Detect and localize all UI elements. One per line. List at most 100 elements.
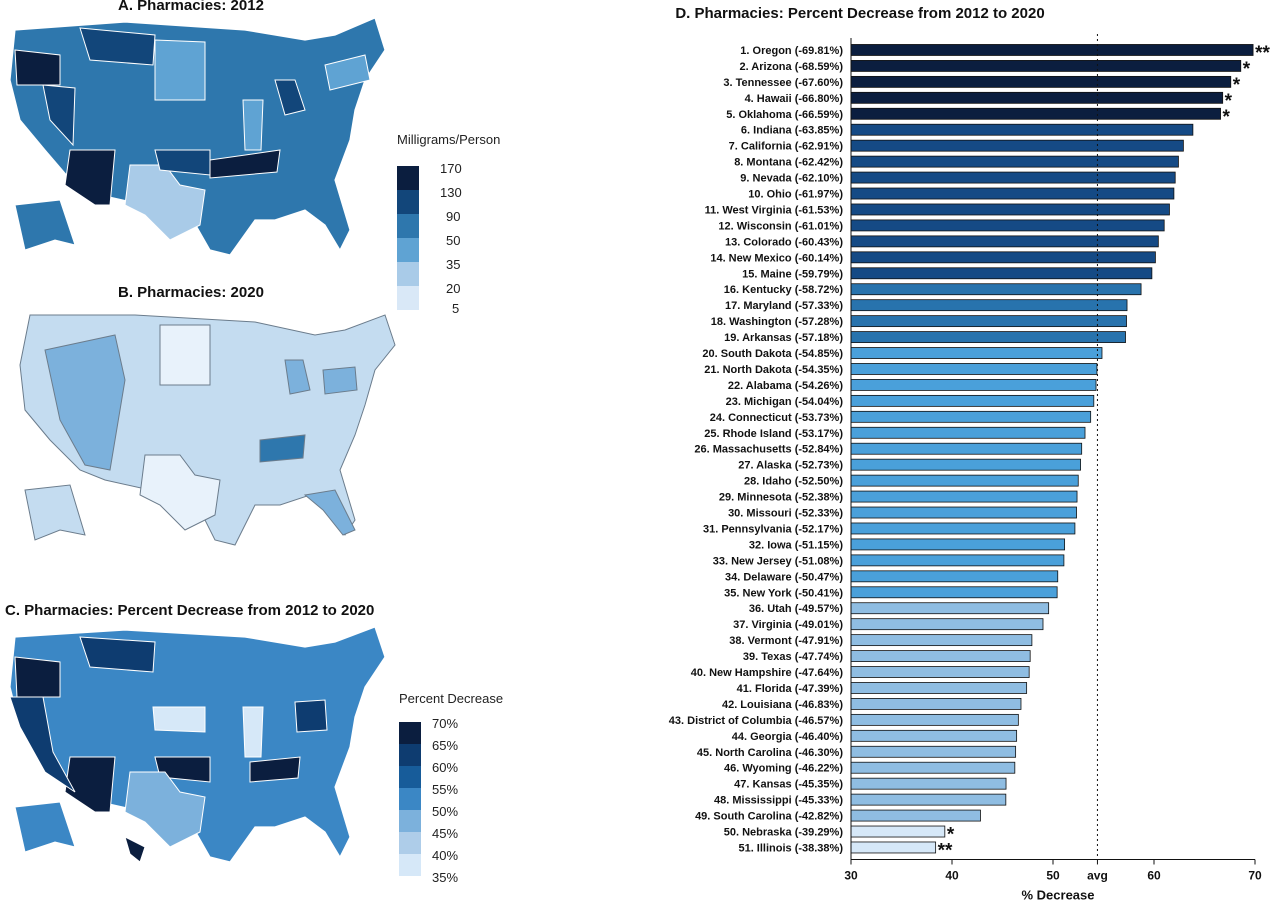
- legend-c-swatch-5: [399, 810, 421, 832]
- legend-c-tick: 60%: [432, 760, 459, 775]
- alaska-decrease: [14, 801, 76, 853]
- category-label: 39. Texas (-47.74%): [743, 651, 843, 663]
- northern-plains-2012: [154, 39, 206, 101]
- category-label: 31. Pennsylvania (-52.17%): [703, 523, 843, 535]
- x-tick-label: 70: [1248, 868, 1262, 882]
- chart-title: D. Pharmacies: Percent Decrease from 201…: [675, 5, 1044, 22]
- bar: [850, 394, 1095, 407]
- legend-c-swatch-2: [399, 744, 421, 766]
- category-label: 10. Ohio (-61.97%): [748, 189, 843, 201]
- bar: [850, 44, 1254, 56]
- oklahoma-2012: [154, 149, 211, 176]
- nevada-2012: [42, 84, 76, 147]
- florida-2020: [303, 489, 356, 536]
- category-label: 17. Maryland (-57.33%): [725, 300, 843, 312]
- texas-decrease: [124, 771, 206, 848]
- dakotas-2020: [159, 324, 211, 386]
- x-tick-label: 40: [945, 868, 959, 882]
- map-2020: [19, 314, 396, 546]
- bar: [850, 793, 1007, 806]
- bar: [850, 554, 1065, 567]
- legend-c-tick: 65%: [432, 738, 459, 753]
- legend-a-tick: 170: [440, 161, 462, 176]
- bar: [850, 139, 1184, 152]
- category-label: 37. Virginia (-49.01%): [733, 619, 843, 631]
- bar: [850, 666, 1030, 678]
- category-label: 33. New Jersey (-51.08%): [713, 555, 844, 567]
- x-tick-label: avg: [1087, 868, 1108, 882]
- category-label: 35. New York (-50.41%): [724, 587, 843, 599]
- legend-a-swatch-2: [397, 190, 419, 214]
- category-label: 40. New Hampshire (-47.64%): [691, 667, 844, 679]
- legend-c-tick: 45%: [432, 826, 459, 841]
- bar: [850, 410, 1092, 423]
- category-label: 16. Kentucky (-58.72%): [724, 284, 844, 296]
- nebraska-decrease: [152, 706, 206, 733]
- bar: [850, 75, 1232, 88]
- category-label: 50. Nebraska (-39.29%): [724, 827, 844, 839]
- hawaii-decrease: [124, 836, 146, 863]
- bar: [850, 634, 1033, 647]
- category-label: 2. Arizona (-68.59%): [739, 61, 843, 73]
- legend-c-title: Percent Decrease: [399, 691, 504, 706]
- bar: [850, 60, 1242, 72]
- bar: [850, 299, 1128, 312]
- bar: [850, 650, 1031, 662]
- legend-a-swatch-4: [397, 238, 419, 262]
- bar: [850, 171, 1176, 184]
- significance-marker: *: [947, 825, 955, 846]
- bar: [850, 347, 1103, 359]
- panel-b-title: B. Pharmacies: 2020: [118, 284, 264, 301]
- michigan-2012: [274, 79, 306, 116]
- western-states-2020: [44, 334, 126, 471]
- bar: [850, 809, 981, 822]
- category-label: 44. Georgia (-46.40%): [732, 731, 844, 743]
- oregon-decrease: [14, 656, 61, 698]
- legend-c-swatches: [399, 722, 421, 876]
- category-label: 23. Michigan (-54.04%): [726, 396, 844, 408]
- category-label: 6. Indiana (-63.85%): [741, 125, 843, 137]
- legend-a-tick: 50: [446, 233, 461, 248]
- category-label: 29. Minnesota (-52.38%): [719, 492, 843, 504]
- ohio-decrease: [294, 699, 328, 733]
- significance-marker: *: [1233, 75, 1241, 96]
- category-label: 3. Tennessee (-67.60%): [723, 77, 843, 89]
- panel-c-title: C. Pharmacies: Percent Decrease from 201…: [5, 602, 375, 619]
- arizona-2012: [64, 149, 116, 206]
- bar: [850, 155, 1179, 168]
- category-label: 26. Massachusetts (-52.84%): [694, 444, 843, 456]
- bar: [850, 123, 1194, 136]
- x-tick-label: 60: [1147, 868, 1161, 882]
- bar: [850, 602, 1050, 615]
- category-label: 8. Montana (-62.42%): [734, 157, 843, 169]
- legend-c-swatch-4: [399, 788, 421, 810]
- bar: [850, 522, 1076, 535]
- montana-2012: [79, 27, 156, 66]
- bar: [850, 713, 1019, 726]
- category-label: 15. Maine (-59.79%): [742, 268, 843, 280]
- bar: [850, 474, 1079, 487]
- pennsylvania-2020: [322, 366, 358, 395]
- bar: [850, 379, 1097, 391]
- legend-a-swatch-3: [397, 214, 419, 238]
- alaska-2020: [24, 484, 86, 541]
- map-percent-decrease: [9, 626, 386, 863]
- bar: [850, 363, 1098, 375]
- bar: [850, 203, 1170, 216]
- alaska-2012: [14, 199, 76, 251]
- bar: [850, 698, 1022, 710]
- bar-chart-percent-decrease: D. Pharmacies: Percent Decrease from 201…: [669, 5, 1271, 902]
- category-label: 28. Idaho (-52.50%): [744, 476, 843, 488]
- california-decrease: [9, 696, 76, 793]
- category-label: 9. Nevada (-62.10%): [740, 173, 843, 185]
- bar: [850, 107, 1221, 120]
- bar: [850, 538, 1066, 551]
- category-label: 12. Wisconsin (-61.01%): [718, 220, 843, 232]
- category-label: 5. Oklahoma (-66.59%): [726, 109, 843, 121]
- legend-c-tick: 55%: [432, 782, 459, 797]
- legend-c-tick: 35%: [432, 870, 459, 885]
- category-label: 24. Connecticut (-53.73%): [710, 412, 844, 424]
- bar: [850, 761, 1016, 774]
- legend-a-swatches: [397, 166, 419, 310]
- x-tick-label: 30: [844, 868, 858, 882]
